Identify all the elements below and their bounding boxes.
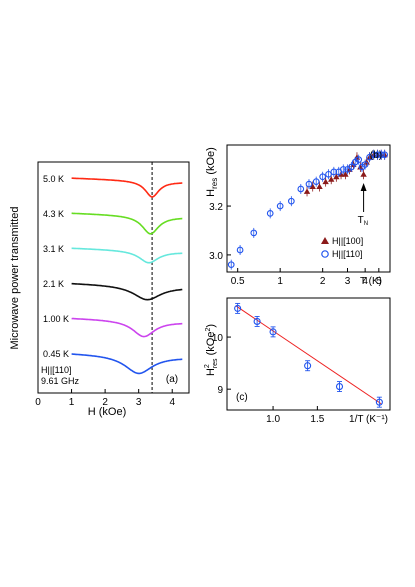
panel-c-ylabel: H2res (kOe2) xyxy=(204,324,219,376)
panel-c-xlabel: 1/T (K⁻¹) xyxy=(349,414,388,425)
data-point-100 xyxy=(309,183,316,190)
data-point-110 xyxy=(287,197,295,205)
panel-a-ylabel: Microwave power transmitted xyxy=(9,206,21,349)
data-point-100 xyxy=(333,173,340,180)
panel-c-frame xyxy=(226,297,391,411)
panel-b-x-tick-label: 0.5 xyxy=(231,276,245,287)
panel-a-annotation-frequency: 9.61 GHz xyxy=(41,376,80,386)
data-point-110 xyxy=(297,185,305,193)
data-point xyxy=(375,398,383,406)
curve-label: 4.3 K xyxy=(43,209,64,219)
data-point xyxy=(269,328,277,336)
curve-50K xyxy=(71,177,183,198)
panel-b-x-tick-label: 1 xyxy=(277,276,283,287)
panel-b-tn-annotation: TN xyxy=(358,183,368,227)
panel-c-x-tick-label: 1.0 xyxy=(266,414,280,425)
panel-b-x-tick-label: 2 xyxy=(320,276,326,287)
curve-label: 3.1 K xyxy=(43,244,64,254)
panel-b-xlabel: T (K) xyxy=(360,276,382,287)
panel-b-legend: H||[100] H||[110] xyxy=(321,236,363,259)
panel-a-x-tick-label: 0 xyxy=(35,397,41,408)
legend-entry-100: H||[100] xyxy=(332,236,363,246)
data-point-110 xyxy=(361,161,369,168)
data-point-110 xyxy=(250,229,258,237)
panel-b-x-tick-label: 3 xyxy=(345,276,351,287)
curve-21K xyxy=(71,282,183,301)
panel-c-fit-line xyxy=(235,305,382,405)
panel-b-label: (b) xyxy=(370,150,382,161)
data-point-100 xyxy=(316,183,323,190)
panel-b-y-tick-label: 3.0 xyxy=(209,251,223,262)
legend-entry-110: H||[110] xyxy=(332,249,363,259)
curve-label: 0.45 K xyxy=(43,349,69,359)
data-point-110 xyxy=(305,180,313,188)
tn-label: TN xyxy=(358,215,368,227)
data-point-110 xyxy=(330,168,338,176)
data-point xyxy=(304,362,312,370)
panel-a-xlabel: H (kOe) xyxy=(88,406,127,418)
data-point-110 xyxy=(355,156,363,164)
curve-045K xyxy=(71,353,183,375)
panel-b-x-tick-label: 4 xyxy=(362,276,368,287)
curve-label: 2.1 K xyxy=(43,279,64,289)
panel-c-x-tick-label: 1.5 xyxy=(310,414,324,425)
data-point-110 xyxy=(377,151,385,159)
curve-43K xyxy=(71,212,183,235)
legend-triangle-marker xyxy=(321,237,329,244)
panel-c: 1.0 1.5 1/T (K⁻¹) 9 10 H2res (kOe2) (c) xyxy=(204,297,391,425)
panel-b-frame xyxy=(226,144,391,273)
data-point-110 xyxy=(339,166,347,173)
data-point-110 xyxy=(325,170,332,178)
panel-a-label: (a) xyxy=(166,374,178,385)
data-point-110 xyxy=(276,202,284,210)
data-point-110 xyxy=(266,210,274,217)
data-point-100 xyxy=(328,176,335,182)
curve-31K xyxy=(71,247,183,264)
data-point-110 xyxy=(381,151,389,159)
curve-100K xyxy=(71,317,183,338)
data-point-110 xyxy=(370,151,378,159)
data-point-110 xyxy=(312,178,320,185)
panel-c-label: (c) xyxy=(236,392,248,403)
panel-b: 0.5 1 2 3 4 5T (K) 3.0 3.2 Hres (kOe) (b) TN H|… xyxy=(205,144,391,287)
panel-a-annotation-direction: H||[110] xyxy=(41,365,72,375)
data-point xyxy=(234,304,242,312)
panel-a-x-tick-label: 1 xyxy=(69,397,75,408)
panel-b-x-tick-label: 5 xyxy=(376,276,382,287)
panel-a-x-tick-label: 4 xyxy=(169,397,175,408)
data-point-100 xyxy=(322,178,329,185)
data-point-100 xyxy=(342,171,349,177)
tn-arrow-head xyxy=(360,183,367,191)
panel-a-frame xyxy=(37,161,190,394)
data-point-100 xyxy=(360,171,367,177)
curve-label: 5.0 K xyxy=(43,174,64,184)
data-point-110 xyxy=(227,261,235,269)
panel-b-y-tick-label: 3.2 xyxy=(209,202,223,213)
panel-a: 0 1 2 3 4 5.0 K 4.3 K 3.1 K 2.1 K 1.00 K 0.45 K H… xyxy=(9,161,190,418)
panel-c-y-tick-label: 10 xyxy=(212,333,224,344)
data-point-110 xyxy=(374,151,381,159)
panel-a-x-tick-label: 3 xyxy=(136,397,142,408)
data-point xyxy=(253,317,261,325)
data-point-100 xyxy=(303,188,311,194)
curve-label: 1.00 K xyxy=(43,314,69,324)
data-point-110 xyxy=(236,246,244,254)
panel-b-ylabel: Hres (kOe) xyxy=(205,147,219,197)
data-point-110 xyxy=(348,163,355,171)
panel-a-x-tick-label: 2 xyxy=(102,397,108,408)
data-point xyxy=(335,383,344,391)
data-point-110 xyxy=(319,173,327,181)
panel-c-y-tick-label: 9 xyxy=(217,385,223,396)
legend-circle-marker xyxy=(321,250,329,258)
